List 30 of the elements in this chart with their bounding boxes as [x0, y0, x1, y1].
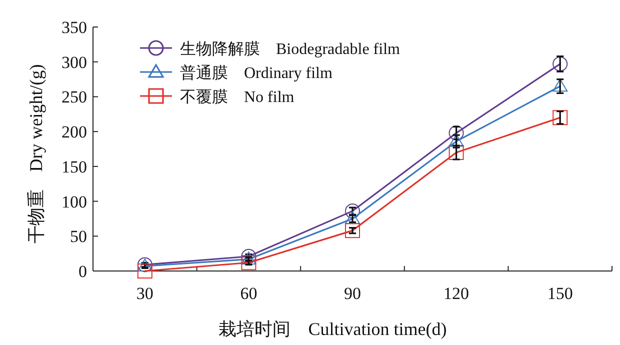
point — [241, 255, 256, 270]
y-tick-label: 250 — [62, 88, 87, 107]
point — [241, 252, 256, 265]
point — [345, 204, 360, 219]
legend: 生物降解膜 Biodegradable film 普通膜 Ordinary film 不覆膜 No film — [139, 40, 400, 106]
point — [552, 110, 568, 126]
x-tick-label: 30 — [136, 284, 154, 303]
point — [448, 134, 464, 147]
y-axis-title: 干物重 Dry weight/(g) — [26, 64, 46, 244]
y-tick-label: 300 — [62, 52, 87, 72]
y-tick-label: 350 — [62, 18, 87, 37]
point — [241, 248, 256, 264]
point — [137, 264, 152, 278]
point — [552, 56, 568, 72]
legend-label: 生物降解膜 Biodegradable film — [180, 40, 401, 58]
point — [448, 125, 464, 140]
x-tick-label: 120 — [444, 284, 470, 303]
y-tick-label: 50 — [70, 227, 87, 246]
point — [552, 78, 568, 92]
point — [345, 223, 360, 238]
x-tick-label: 90 — [344, 284, 361, 303]
y-tick-label: 100 — [62, 192, 87, 212]
x-tick-label: 150 — [547, 284, 573, 303]
x-axis-title: 栽培时间 Cultivation time(d) — [218, 319, 447, 339]
y-tick-label: 200 — [62, 122, 87, 142]
y-tick-label: 150 — [62, 157, 87, 176]
x-tick-label: 60 — [240, 284, 258, 303]
legend-label: 普通膜 Ordinary film — [180, 64, 333, 82]
y-tick-label: 0 — [78, 262, 87, 281]
legend-label: 不覆膜 No film — [180, 88, 295, 106]
